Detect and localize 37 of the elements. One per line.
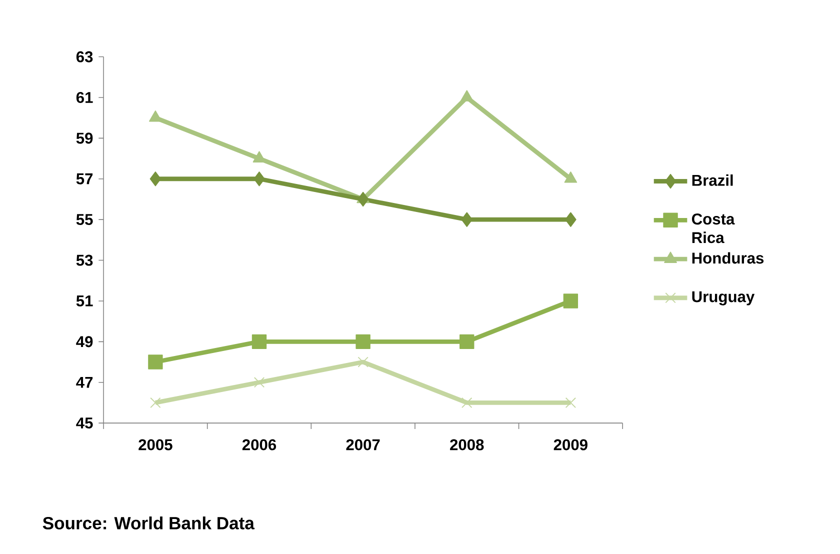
y-tick-label: 57 <box>76 173 93 184</box>
point <box>150 171 162 186</box>
point <box>460 334 474 349</box>
x-tick-label: 2009 <box>554 439 588 450</box>
x-tick-label: 2007 <box>346 439 380 450</box>
x-tick-label: 2008 <box>450 439 484 450</box>
point <box>565 212 576 227</box>
point <box>358 356 368 368</box>
point <box>148 354 163 370</box>
point <box>357 192 369 206</box>
y-tick-label: 61 <box>76 92 93 103</box>
y-tick-label: 51 <box>76 295 93 306</box>
x-tick-label: 2005 <box>138 439 172 450</box>
point <box>461 212 473 227</box>
y-tick-label: 45 <box>76 417 93 428</box>
source-note: Source: World Bank Data <box>42 516 255 530</box>
point <box>252 334 267 349</box>
point <box>356 334 370 349</box>
y-tick-label: 63 <box>76 51 93 62</box>
point <box>563 293 578 308</box>
legend-label: Brazil <box>692 174 733 186</box>
point <box>254 376 265 388</box>
y-tick-label: 49 <box>76 336 93 348</box>
y-tick-label: 55 <box>76 214 93 225</box>
point <box>460 90 474 102</box>
point <box>150 397 161 408</box>
legend-label: Uruguay <box>692 291 755 306</box>
y-tick-label: 59 <box>76 132 93 144</box>
point <box>462 397 472 408</box>
legend-label: Costa Rica <box>692 213 735 243</box>
x-tick-label: 2006 <box>242 439 276 450</box>
point <box>254 171 265 186</box>
legend-label: Honduras <box>692 252 764 264</box>
point <box>565 397 576 408</box>
y-tick-label: 53 <box>76 254 93 266</box>
y-tick-label: 47 <box>76 376 93 388</box>
point <box>564 171 578 183</box>
